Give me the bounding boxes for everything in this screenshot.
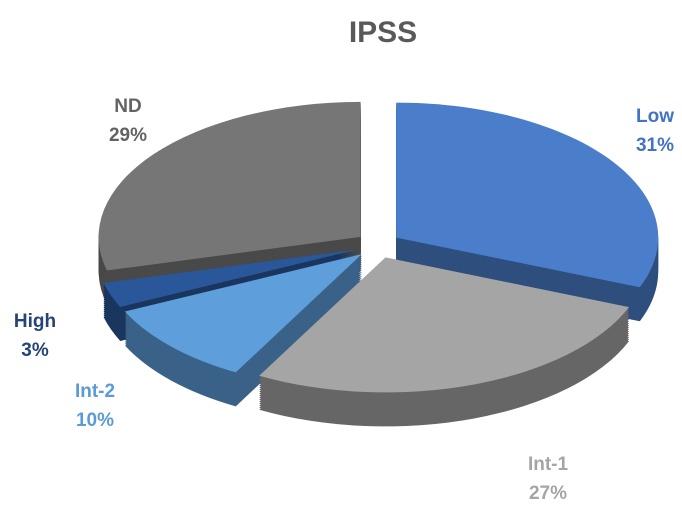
data-label-value: 31% bbox=[636, 135, 674, 156]
data-label-name: Int-1 bbox=[528, 454, 569, 475]
data-label-value: 10% bbox=[76, 410, 114, 431]
chart-title: IPSS bbox=[349, 16, 417, 49]
data-label-value: 29% bbox=[109, 125, 147, 146]
data-label-name: ND bbox=[114, 96, 141, 117]
slice bbox=[396, 102, 659, 288]
slice bbox=[103, 249, 358, 307]
slice bbox=[98, 101, 361, 271]
data-label-name: High bbox=[14, 311, 56, 332]
data-label-name: Int-2 bbox=[75, 381, 115, 402]
data-label-name: Low bbox=[636, 106, 674, 127]
data-label-value: 27% bbox=[529, 483, 567, 504]
slice bbox=[124, 254, 362, 373]
data-label-value: 3% bbox=[21, 340, 49, 361]
slice bbox=[259, 257, 630, 393]
